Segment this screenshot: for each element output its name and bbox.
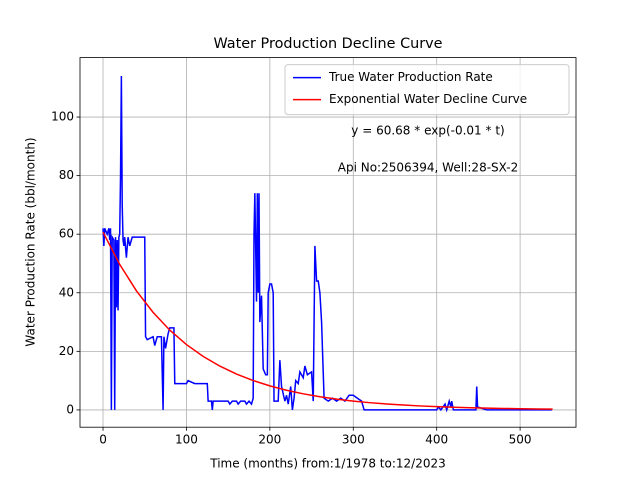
legend-box [284, 64, 570, 116]
data-line [102, 76, 552, 413]
y-tick-label: 60 [59, 227, 74, 241]
legend-label: True Water Production Rate [328, 70, 493, 84]
chart-title: Water Production Decline Curve [213, 36, 442, 52]
plot-frame [79, 57, 577, 428]
annotation: Api No:2506394, Well:28-SX-2 [338, 161, 518, 175]
y-axis-label: Water Production Rate (bbl/month) [24, 137, 38, 346]
x-tick-label: 100 [175, 433, 198, 447]
x-tick-label: 200 [258, 433, 281, 447]
x-tick-label: 500 [509, 433, 532, 447]
y-tick-label: 20 [59, 344, 74, 358]
y-tick-label: 100 [51, 110, 74, 124]
data-line [102, 231, 553, 410]
x-tick-label: 300 [342, 433, 365, 447]
x-tick-label: 400 [425, 433, 448, 447]
x-tick-label: 0 [99, 433, 107, 447]
annotation: y = 60.68 * exp(-0.01 * t) [351, 124, 504, 138]
y-tick-label: 80 [59, 168, 74, 182]
y-tick-label: 40 [59, 285, 74, 299]
y-tick-label: 0 [66, 402, 74, 416]
legend-label: Exponential Water Decline Curve [329, 92, 527, 106]
x-axis-label: Time (months) from:1/1978 to:12/2023 [209, 457, 446, 471]
